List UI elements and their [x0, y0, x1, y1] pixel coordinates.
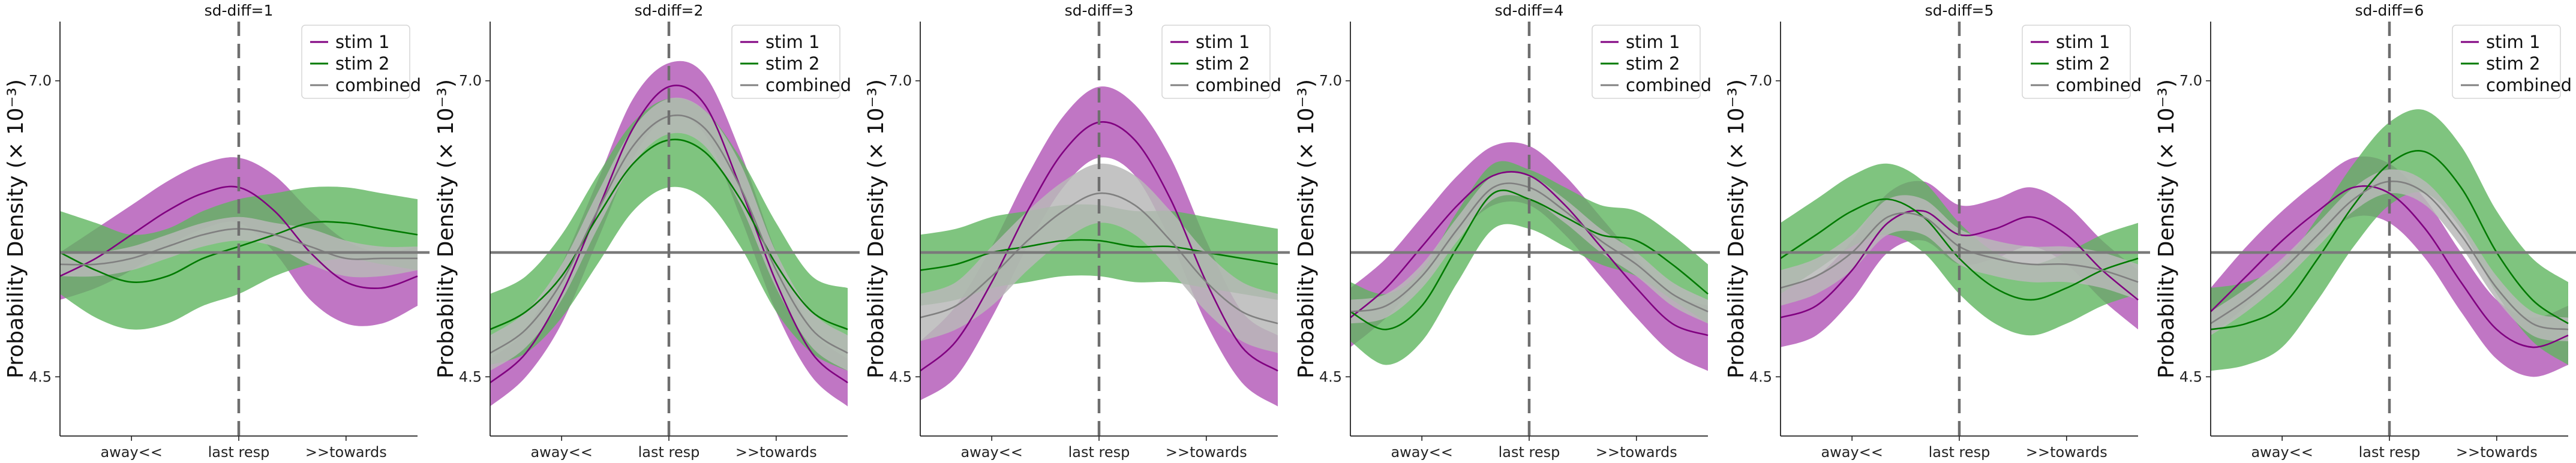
y-tick-label: 4.5	[889, 368, 912, 385]
y-tick-label: 7.0	[29, 73, 52, 89]
line-stim-1	[1780, 209, 2139, 318]
band-combined	[490, 97, 848, 371]
line-stim-1	[1350, 171, 1709, 336]
chart-title: sd-diff=1	[205, 2, 274, 19]
y-axis-label: Probability Density (× 10⁻³)	[1724, 79, 1749, 378]
x-tick-label: away<<	[530, 444, 592, 461]
x-tick-label: >>towards	[1166, 444, 1247, 461]
y-axis-label: Probability Density (× 10⁻³)	[1294, 79, 1319, 378]
legend-box	[2452, 25, 2561, 99]
y-tick-label: 4.5	[1319, 368, 1342, 385]
y-tick-label: 4.5	[2179, 368, 2202, 385]
y-tick-label: 4.5	[459, 368, 482, 385]
x-tick-label: last resp	[2359, 444, 2421, 461]
legend-entry: stim 2	[1196, 53, 1250, 74]
legend-entry: combined	[1196, 75, 1281, 95]
x-tick-label: last resp	[208, 444, 270, 461]
panel-2: 4.5 7.0 away<< last resp >>towards sd-diff=2 P…	[434, 2, 860, 461]
y-tick-label: 7.0	[459, 73, 482, 89]
legend-entry: combined	[765, 75, 851, 95]
legend-entry: combined	[2056, 75, 2142, 95]
panel-1: 4.5 7.0 away<< last resp >>towards sd-diff=1 P…	[4, 2, 430, 461]
legend-entry: stim 2	[2056, 53, 2110, 74]
legend-entry: stim 2	[2486, 53, 2540, 74]
legend-entry: stim 2	[765, 53, 819, 74]
legend-entry: stim 2	[335, 53, 389, 74]
panel-4: 4.5 7.0 away<< last resp >>towards sd-diff=4 P…	[1294, 2, 1720, 461]
legend-box	[1161, 25, 1271, 99]
x-tick-label: away<<	[2251, 444, 2313, 461]
line-stim-2	[1780, 198, 2139, 301]
x-tick-label: >>towards	[2456, 444, 2538, 461]
x-tick-label: >>towards	[305, 444, 387, 461]
legend-box	[301, 25, 410, 99]
legend-entry: stim 1	[765, 32, 819, 52]
x-tick-label: away<<	[1821, 444, 1883, 461]
y-axis-label: Probability Density (× 10⁻³)	[4, 79, 28, 378]
y-tick-label: 7.0	[1319, 73, 1342, 89]
chart-title: sd-diff=6	[2355, 2, 2424, 19]
band-stim-1	[1350, 142, 1708, 371]
legend-box	[2022, 25, 2131, 99]
chart-title: sd-diff=5	[1925, 2, 1994, 19]
band-stim-2	[2211, 109, 2568, 371]
legend-entry: combined	[1626, 75, 1712, 95]
line-combined	[920, 192, 1278, 324]
x-tick-label: last resp	[1068, 444, 1130, 461]
line-stim-2	[920, 239, 1278, 271]
line-combined	[1780, 212, 2139, 289]
legend-entry: stim 1	[2486, 32, 2540, 52]
x-tick-label: away<<	[960, 444, 1022, 461]
legend-entry: stim 1	[1626, 32, 1680, 52]
panel-6: 4.5 7.0 away<< last resp >>towards sd-diff=6 P…	[2154, 2, 2576, 461]
band-combined	[1350, 171, 1708, 324]
y-tick-label: 7.0	[1749, 73, 1772, 89]
y-tick-label: 4.5	[29, 368, 52, 385]
x-tick-label: last resp	[1929, 444, 1990, 461]
x-tick-label: >>towards	[735, 444, 817, 461]
panel-3: 4.5 7.0 away<< last resp >>towards sd-diff=3 P…	[864, 2, 1290, 461]
legend-box	[731, 25, 840, 99]
y-tick-label: 7.0	[2179, 73, 2202, 89]
legend-entry: combined	[335, 75, 421, 95]
x-tick-label: last resp	[1499, 444, 1560, 461]
x-tick-label: last resp	[638, 444, 700, 461]
legend-entry: stim 1	[2056, 32, 2110, 52]
y-tick-label: 4.5	[1749, 368, 1772, 385]
legend-entry: stim 2	[1626, 53, 1680, 74]
line-stim-1	[490, 85, 848, 384]
legend-entry: combined	[2486, 75, 2572, 95]
x-tick-label: >>towards	[1596, 444, 1677, 461]
y-axis-label: Probability Density (× 10⁻³)	[864, 79, 888, 378]
band-stim-1	[2211, 156, 2568, 377]
line-stim-2	[1350, 190, 1709, 330]
band-combined	[60, 217, 418, 278]
legend-entry: stim 1	[335, 32, 389, 52]
band-stim-1	[490, 61, 848, 407]
legend-box	[1592, 25, 1701, 99]
band-stim-2	[1350, 161, 1708, 365]
y-tick-label: 7.0	[889, 73, 912, 89]
x-tick-label: away<<	[1391, 444, 1452, 461]
chart-title: sd-diff=2	[635, 2, 704, 19]
y-axis-label: Probability Density (× 10⁻³)	[2154, 79, 2179, 378]
band-stim-1	[60, 157, 418, 326]
legend-entry: stim 1	[1196, 32, 1250, 52]
chart-title: sd-diff=3	[1065, 2, 1134, 19]
y-axis-label: Probability Density (× 10⁻³)	[434, 79, 458, 378]
chart-title: sd-diff=4	[1495, 2, 1564, 19]
panel-5: 4.5 7.0 away<< last resp >>towards sd-diff=5 P…	[1724, 2, 2150, 461]
x-tick-label: away<<	[100, 444, 162, 461]
x-tick-label: >>towards	[2026, 444, 2107, 461]
